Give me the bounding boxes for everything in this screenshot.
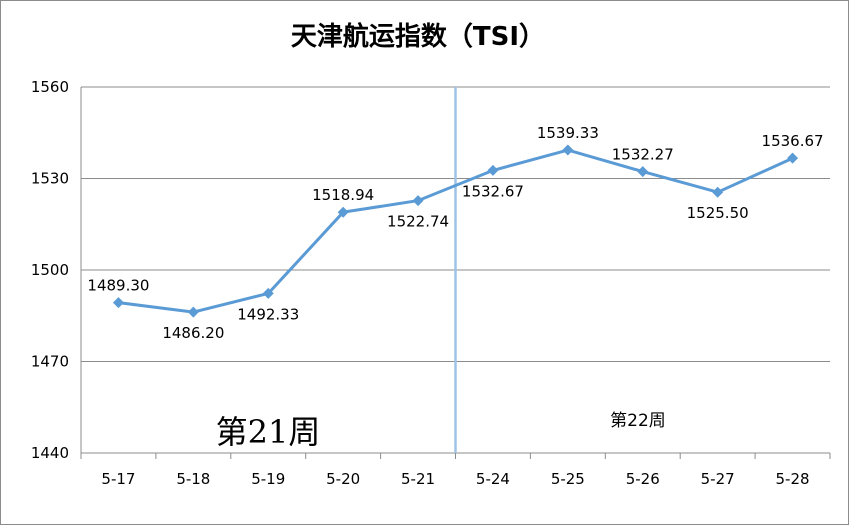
data-labels: 1489.30 1486.20 1492.33 1518.94 1522.74 1532.…	[87, 124, 823, 342]
data-label: 1539.33	[537, 124, 599, 142]
data-point-marker	[337, 206, 349, 218]
week-21-annotation: 第21周	[216, 413, 321, 451]
chart-title: 天津航运指数（TSI）	[291, 21, 545, 52]
data-point-marker	[112, 297, 124, 309]
y-tick-label: 1470	[31, 353, 69, 371]
data-label: 1518.94	[312, 186, 374, 204]
data-point-marker	[412, 195, 424, 207]
data-label: 1522.74	[387, 213, 449, 231]
data-label: 1532.67	[462, 182, 524, 200]
data-label: 1536.67	[762, 132, 824, 150]
x-tick-label: 5-24	[476, 470, 510, 488]
y-tick-label: 1560	[31, 78, 69, 96]
data-label: 1525.50	[687, 204, 749, 222]
week-22-annotation: 第22周	[610, 411, 666, 431]
x-tick-label: 5-19	[251, 470, 285, 488]
data-label: 1532.27	[612, 146, 674, 164]
x-tick-label: 5-25	[551, 470, 585, 488]
data-point-marker	[487, 164, 499, 176]
y-tick-label: 1500	[31, 261, 69, 279]
x-tick-label: 5-27	[701, 470, 735, 488]
data-point-marker	[787, 152, 799, 164]
x-tick-label: 5-21	[401, 470, 435, 488]
y-tick-label: 1530	[31, 170, 69, 188]
data-point-marker	[712, 186, 724, 198]
x-tick-label: 5-26	[626, 470, 660, 488]
y-axis-ticks: 1440 1470 1500 1530 1560	[31, 78, 69, 462]
y-tick-label: 1440	[31, 444, 69, 462]
x-tick-label: 5-28	[776, 470, 810, 488]
x-tick-label: 5-17	[101, 470, 135, 488]
data-markers	[112, 144, 799, 318]
data-point-marker	[262, 287, 274, 299]
data-label: 1492.33	[237, 305, 299, 323]
x-axis-ticks: 5-17 5-18 5-19 5-20 5-21 5-24 5-25 5-26 5-27 5-28	[80, 453, 831, 488]
data-label: 1486.20	[162, 324, 224, 342]
x-tick-label: 5-20	[326, 470, 360, 488]
x-tick-label: 5-18	[176, 470, 210, 488]
series-line	[118, 148, 794, 314]
data-point-marker	[637, 166, 649, 178]
data-label: 1489.30	[87, 277, 149, 295]
data-point-marker	[187, 306, 199, 318]
data-point-marker	[562, 144, 574, 156]
